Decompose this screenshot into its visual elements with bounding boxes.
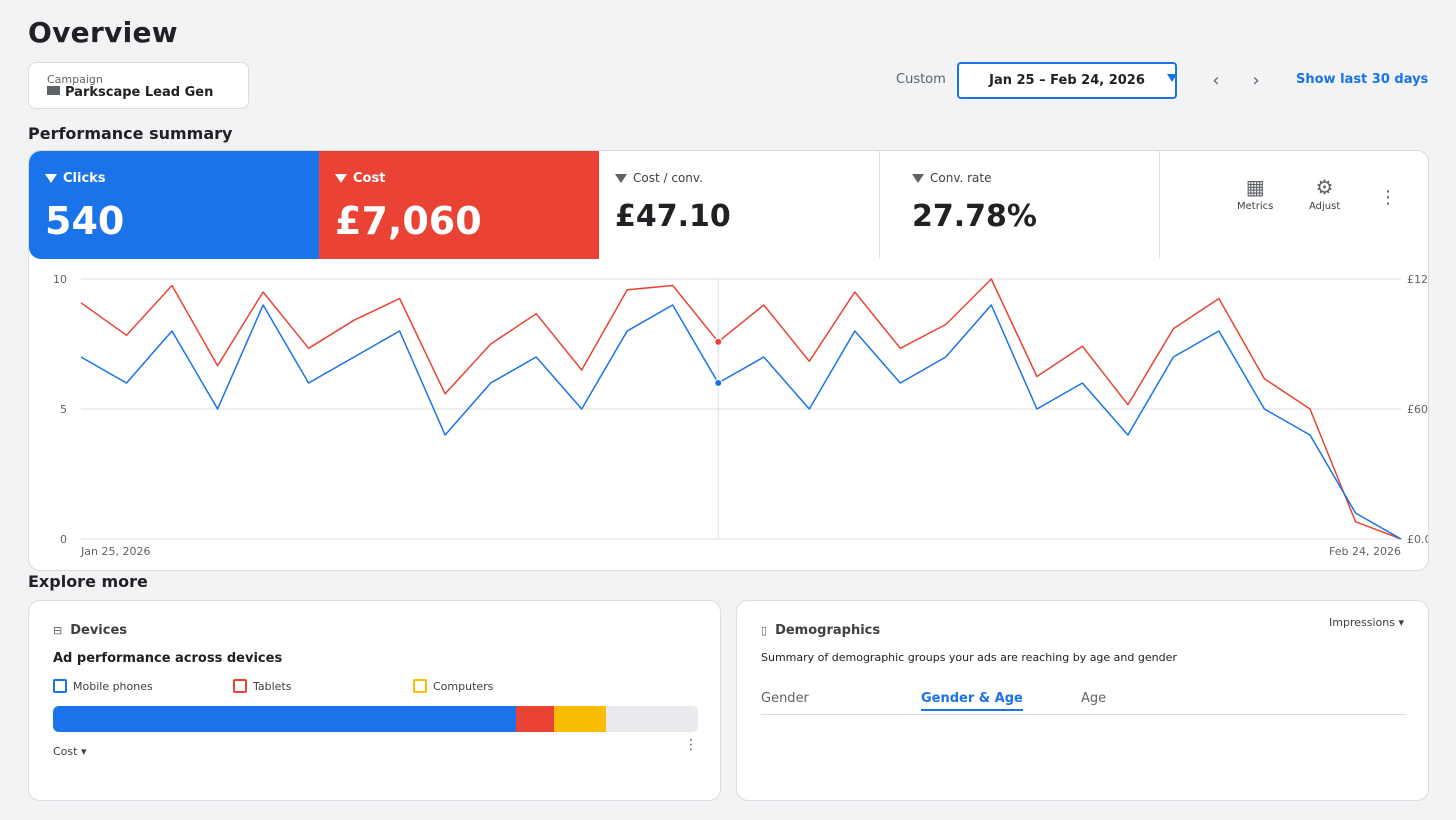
devices-card: ⊟ Devices Ad performance across devices …	[28, 600, 721, 801]
date-preset-label: Custom	[896, 72, 946, 87]
chart-grid	[81, 278, 1401, 540]
adjust-label: Adjust	[1309, 201, 1341, 212]
y-left-tick-label: 5	[60, 403, 67, 416]
metric-dropdown-icon[interactable]	[912, 173, 924, 183]
metric-value: 540	[45, 199, 125, 243]
checkbox-icon	[413, 679, 427, 693]
previous-period-button[interactable]: ‹	[1212, 70, 1220, 91]
y-left-tick-label: 10	[53, 273, 67, 286]
campaign-selector[interactable]: Campaign Parkscape Lead Gen	[28, 62, 249, 109]
y-right-tick-label: £0.00	[1407, 533, 1429, 546]
metric-value: £47.10	[615, 199, 731, 234]
devices-icon: ⊟	[53, 624, 63, 637]
demographics-header: ▯ Demographics	[761, 623, 880, 638]
checkbox-icon	[233, 679, 247, 693]
tab-gender-age[interactable]: Gender & Age	[921, 691, 1023, 711]
legend-tablets[interactable]: Tablets	[233, 679, 292, 693]
y-right-tick-label: £120	[1407, 273, 1429, 286]
metric-label: Clicks	[63, 171, 106, 186]
campaign-label: Campaign	[47, 73, 103, 86]
metric-label: Cost / conv.	[633, 171, 703, 185]
metric-tile-header: Conv. rate	[912, 171, 992, 185]
metric-value: 27.78%	[912, 199, 1037, 234]
y-left-tick-label: 0	[60, 533, 67, 546]
metric-label: Cost	[353, 171, 386, 186]
devices-subtitle: Ad performance across devices	[53, 651, 283, 666]
devices-header: ⊟ Devices	[53, 623, 127, 638]
metrics-button[interactable]: ▦ Metrics	[1237, 175, 1273, 212]
device-share-segment	[53, 706, 517, 732]
gear-icon: ⚙	[1315, 175, 1334, 199]
chart-axes: 0 £0.00 5 £60.00 10 £120 Jan 25, 2026 Feb 24, 2…	[53, 273, 1429, 558]
series-line-cost	[80, 278, 1402, 540]
next-period-button[interactable]: ›	[1252, 70, 1260, 91]
date-range-value: Jan 25 – Feb 24, 2026	[989, 73, 1145, 88]
x-end-label: Feb 24, 2026	[1329, 545, 1401, 558]
metric-label: Conv. rate	[930, 171, 992, 185]
metric-dropdown-icon[interactable]	[615, 173, 627, 183]
hover-point-cost	[714, 337, 723, 346]
explore-more-title: Explore more	[28, 572, 148, 591]
device-share-bar	[53, 706, 698, 732]
metric-tile-conv-rate[interactable]: Conv. rate 27.78%	[880, 151, 1160, 259]
metric-tile-cost-per-conv[interactable]: Cost / conv. £47.10	[599, 151, 880, 259]
campaign-folder-icon	[47, 86, 60, 95]
hover-point-clicks	[714, 379, 723, 387]
y-right-tick-label: £60.00	[1407, 403, 1429, 416]
performance-card: Clicks 540 Cost £7,060 Cost / conv. £47.…	[28, 150, 1429, 571]
adjust-button[interactable]: ⚙ Adjust	[1309, 175, 1340, 212]
x-start-label: Jan 25, 2026	[80, 545, 150, 558]
dropdown-caret-icon	[1167, 74, 1177, 82]
legend-label: Tablets	[253, 679, 292, 693]
chart-series	[80, 278, 1402, 540]
metric-tile-header: Cost	[335, 171, 385, 186]
campaign-name: Parkscape Lead Gen	[65, 85, 214, 100]
devices-title: Devices	[70, 623, 128, 638]
demographics-card: ▯ Demographics Impressions ▾ Summary of …	[736, 600, 1429, 801]
metric-tile-clicks[interactable]: Clicks 540	[29, 151, 319, 259]
date-range-picker[interactable]: Jan 25 – Feb 24, 2026	[957, 62, 1177, 99]
metric-dropdown-icon[interactable]	[335, 174, 347, 183]
page-title: Overview	[28, 16, 178, 49]
tab-age[interactable]: Age	[1081, 691, 1107, 706]
metric-dropdown-icon[interactable]	[45, 174, 57, 183]
grid-icon: ▦	[1245, 175, 1265, 199]
legend-label: Computers	[433, 679, 494, 693]
checkbox-icon	[53, 679, 67, 693]
legend-computers[interactable]: Computers	[413, 679, 493, 693]
performance-summary-title: Performance summary	[28, 124, 233, 143]
device-share-segment	[554, 706, 607, 732]
metric-tile-header: Cost / conv.	[615, 171, 703, 185]
devices-metric-dropdown[interactable]: Cost ▾	[53, 745, 87, 758]
metric-value: £7,060	[335, 199, 482, 243]
tab-gender[interactable]: Gender	[761, 691, 809, 706]
metrics-label: Metrics	[1237, 201, 1274, 212]
series-line-clicks	[80, 304, 1402, 540]
legend-mobile-phones[interactable]: Mobile phones	[53, 679, 153, 693]
performance-line-chart: 0 £0.00 5 £60.00 10 £120 Jan 25, 2026 Feb 24, 2…	[53, 273, 1429, 558]
metric-tile-header: Clicks	[45, 171, 106, 186]
legend-label: Mobile phones	[73, 679, 153, 693]
devices-more-button[interactable]: ⋮	[684, 737, 698, 753]
device-share-segment	[516, 706, 555, 732]
demographics-tabs: Gender Gender & Age Age	[761, 691, 1406, 715]
metric-tile-cost[interactable]: Cost £7,060	[319, 151, 599, 259]
demographics-metric-dropdown[interactable]: Impressions ▾	[1329, 616, 1404, 629]
demographics-icon: ▯	[761, 624, 768, 637]
campaign-name-row: Parkscape Lead Gen	[47, 85, 213, 100]
more-options-button[interactable]: ⋮	[1379, 187, 1397, 208]
show-last-30-days-link[interactable]: Show last 30 days	[1296, 72, 1429, 87]
demographics-subtitle: Summary of demographic groups your ads a…	[761, 651, 1177, 664]
demographics-title: Demographics	[775, 623, 881, 638]
